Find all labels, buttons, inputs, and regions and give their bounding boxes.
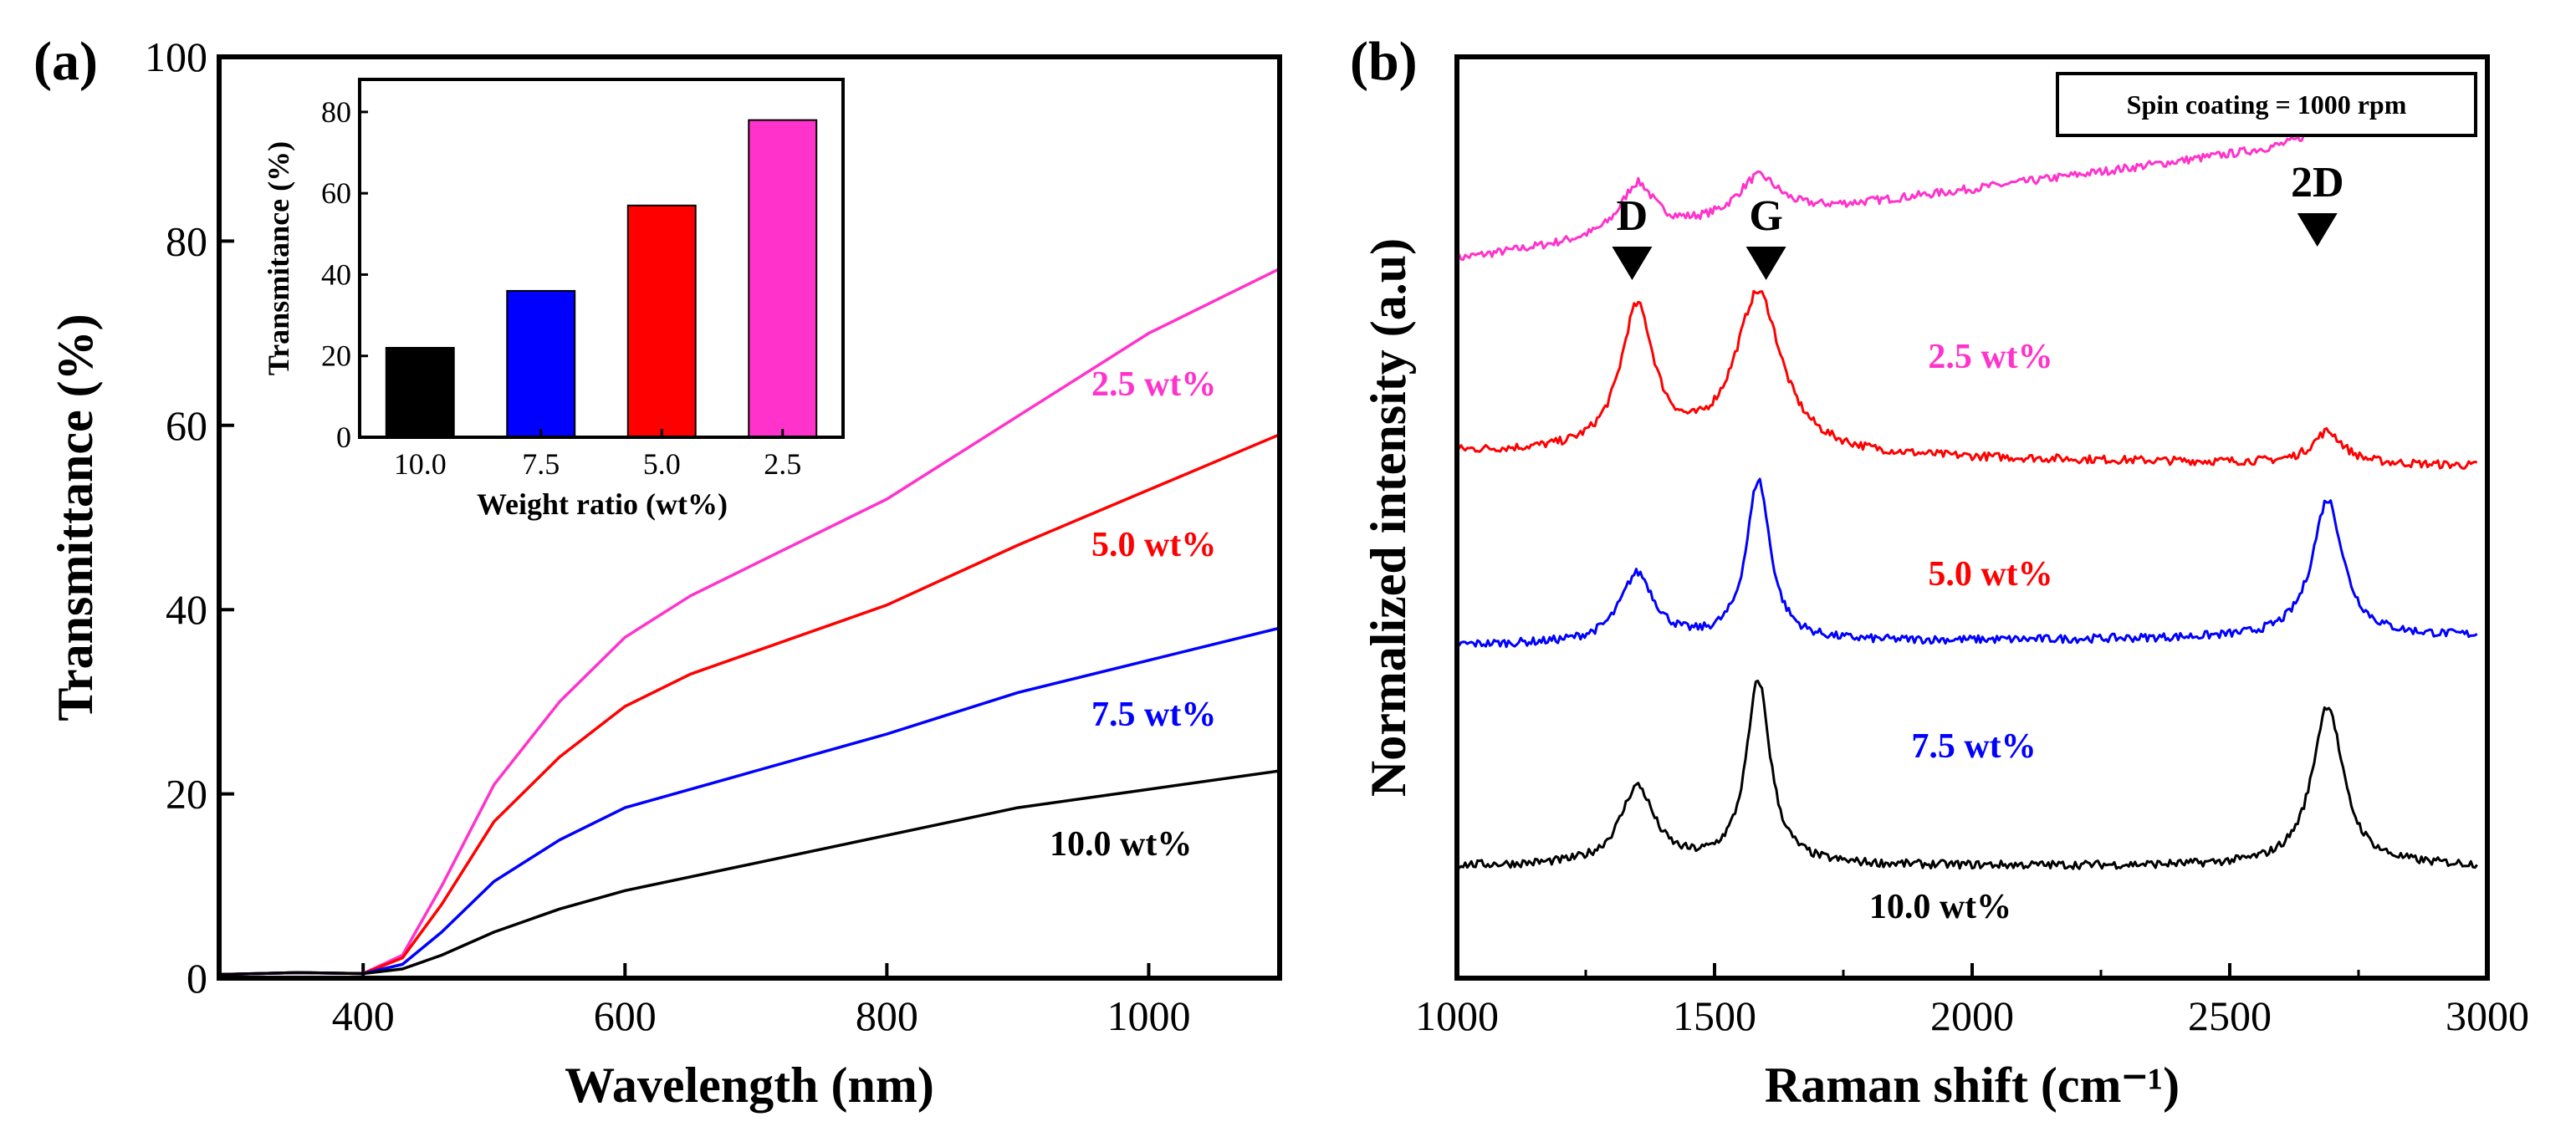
inset-y-axis-title: Transmitance (%) — [262, 141, 295, 375]
panel-a-label: (a) — [33, 31, 98, 92]
inset-y-tick-label: 40 — [321, 257, 351, 291]
inset-bar-7-5 — [506, 289, 576, 438]
raman-line-10-0-wt — [1456, 679, 2478, 870]
spin-coating-note-text: Spin coating = 1000 rpm — [2127, 89, 2407, 120]
inset-y-tick-label: 60 — [321, 176, 351, 210]
peak-label-2d: 2D — [2291, 159, 2344, 206]
panel-a-series-group — [218, 267, 1280, 976]
inset-x-axis-title: Weight ratio (wt%) — [477, 487, 728, 521]
inset-plot-frame — [358, 78, 845, 439]
panel-b-x-tick-label: 2000 — [1930, 992, 2014, 1039]
inset-y-tick-label: 20 — [321, 339, 351, 373]
transmittance-line-7-5-wt — [218, 626, 1280, 976]
peak-label-g: G — [1749, 192, 1782, 240]
panel-a-x-axis-title: Wavelength (nm) — [565, 1058, 934, 1113]
panel-a-inset-bar-chart: 10.0 7.5 5.0 2.5 0 20 40 60 80 Weight ratio (wt%… — [262, 75, 845, 521]
panel-b-series-labels: 2.5 wt% 5.0 wt% 7.5 wt% 10.0 wt% — [1869, 338, 2053, 926]
panel-a-x-tick-label: 600 — [594, 992, 657, 1039]
panel-b-y-axis-title: Normalized intensity (a.u) — [1361, 238, 1416, 797]
peak-marker-2d — [2297, 213, 2338, 247]
panel-b-peak-markers: D G 2D — [1612, 159, 2344, 280]
inset-x-tick-label: 5.0 — [643, 447, 681, 481]
inset-bars — [385, 119, 818, 439]
panel-b-label: (b) — [1350, 31, 1418, 92]
raman-label-2-5-wt: 2.5 wt% — [1928, 338, 2052, 376]
label-5-0-wt: 5.0 wt% — [1091, 526, 1216, 564]
peak-marker-g — [1745, 247, 1786, 280]
panel-a-y-tick-label: 20 — [166, 771, 207, 818]
inset-ticks: 10.0 7.5 5.0 2.5 0 20 40 60 80 — [321, 95, 801, 481]
panel-a-x-tick-label: 800 — [856, 992, 918, 1039]
panel-a-x-tick-label: 1000 — [1107, 992, 1190, 1039]
inset-x-tick-label: 10.0 — [394, 447, 447, 481]
panel-a-x-tick-label: 400 — [332, 992, 395, 1039]
panel-b-x-tick-label: 2500 — [2188, 992, 2272, 1039]
panel-a-y-tick-label: 100 — [145, 33, 207, 80]
panel-b-raman-chart: (b) 1000 1500 2000 2500 3000 Spin coating = … — [1350, 31, 2529, 1113]
inset-y-tick-label: 80 — [321, 95, 351, 129]
panel-a-plot-frame — [217, 54, 1282, 981]
inset-x-tick-label: 7.5 — [522, 447, 560, 481]
panel-a-series-labels: 2.5 wt% 5.0 wt% 7.5 wt% 10.0 wt% — [1050, 365, 1216, 864]
raman-line-7-5-wt — [1455, 477, 2478, 649]
raman-label-10-0-wt: 10.0 wt% — [1869, 888, 2011, 926]
panel-b-ticks: 1000 1500 2000 2500 3000 — [1415, 963, 2529, 1039]
label-7-5-wt: 7.5 wt% — [1091, 696, 1216, 734]
inset-bar-2-5 — [748, 119, 818, 439]
transmittance-line-10-0-wt — [218, 769, 1280, 976]
peak-marker-d — [1612, 247, 1653, 280]
panel-a-y-axis-title: Transmittance (%) — [48, 314, 103, 721]
panel-b-x-tick-label: 1500 — [1673, 992, 1756, 1039]
panel-b-x-tick-label: 1000 — [1415, 992, 1499, 1039]
inset-x-tick-label: 2.5 — [764, 447, 801, 481]
inset-bar-10-0 — [385, 347, 455, 438]
panel-b-x-axis-title: Raman shift (cm⁻¹) — [1765, 1058, 2180, 1113]
panel-a-y-tick-label: 80 — [166, 217, 207, 264]
raman-label-5-0-wt: 5.0 wt% — [1928, 555, 2052, 594]
inset-y-tick-label: 0 — [336, 421, 351, 454]
peak-label-d: D — [1617, 192, 1648, 240]
panel-b-x-tick-label: 3000 — [2446, 992, 2529, 1039]
panel-a-y-tick-label: 0 — [187, 955, 207, 1002]
spin-coating-note: Spin coating = 1000 rpm — [2056, 72, 2477, 137]
spin-coating-note-box — [2056, 72, 2477, 137]
raman-label-7-5-wt: 7.5 wt% — [1911, 727, 2036, 766]
label-2-5-wt: 2.5 wt% — [1091, 365, 1216, 404]
panel-a-y-tick-label: 40 — [166, 586, 207, 633]
panel-b-plot-frame — [1454, 54, 2490, 981]
label-10-0-wt: 10.0 wt% — [1050, 825, 1192, 864]
inset-bar-5-0 — [626, 204, 697, 438]
panel-a-y-tick-label: 60 — [166, 402, 207, 449]
panel-b-series-group — [1455, 115, 2478, 870]
raman-line-5-0-wt — [1456, 289, 2478, 470]
